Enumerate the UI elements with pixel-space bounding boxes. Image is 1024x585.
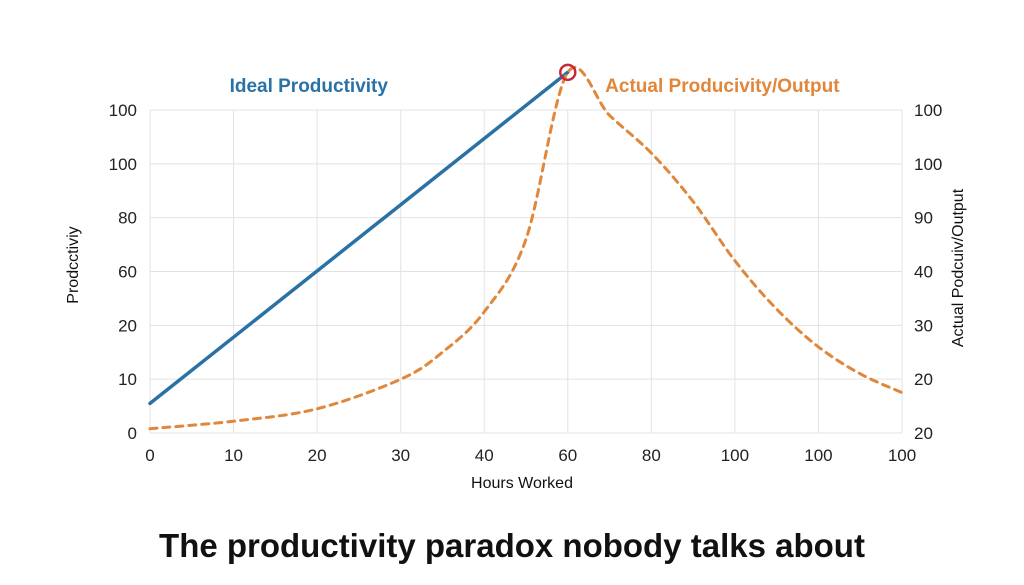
x-tick-label: 60	[558, 446, 577, 465]
chart-caption: The productivity paradox nobody talks ab…	[159, 527, 865, 564]
grid	[149, 109, 903, 434]
x-tick-label: 0	[145, 446, 154, 465]
x-tick-label: 20	[308, 446, 327, 465]
y-left-tick-label: 20	[118, 316, 137, 335]
y-left-tick-label: 10	[118, 370, 137, 389]
x-tick-label: 100	[721, 446, 749, 465]
series-actual-line	[148, 66, 904, 431]
y-right-tick-label: 90	[914, 209, 933, 228]
y-right-tick-label: 100	[914, 155, 942, 174]
x-axis-title: Hours Worked	[471, 475, 573, 492]
labels: 0 10 20 30 40 60 80 100 100 100 0 10 20 60 80 100 100 20 2…	[65, 76, 967, 492]
y-left-tick-label: 0	[128, 424, 137, 443]
y-axis-title-right: Actual Podcuiv/Output	[950, 188, 967, 347]
y-axis-title-left: Prodcctiviy	[65, 226, 82, 303]
x-tick-label: 30	[391, 446, 410, 465]
y-left-tick-label: 60	[118, 263, 137, 282]
y-left-tick-label: 100	[109, 155, 137, 174]
series-label-ideal: Ideal Productivity	[230, 76, 389, 97]
peak-marker	[559, 63, 577, 82]
x-tick-label: 80	[642, 446, 661, 465]
series-layer	[148, 63, 904, 431]
x-tick-label: 100	[804, 446, 832, 465]
x-tick-label: 10	[224, 446, 243, 465]
y-left-tick-label: 80	[118, 209, 137, 228]
series-label-actual: Actual Producivity/Output	[605, 76, 840, 97]
series-ideal-line	[148, 70, 570, 406]
y-right-tick-label: 30	[914, 316, 933, 335]
y-right-tick-label: 100	[914, 101, 942, 120]
y-right-tick-label: 20	[914, 424, 933, 443]
x-tick-label: 40	[475, 446, 494, 465]
y-right-tick-label: 40	[914, 263, 933, 282]
y-right-tick-label: 20	[914, 370, 933, 389]
y-left-tick-label: 100	[109, 101, 137, 120]
x-tick-label: 100	[888, 446, 916, 465]
